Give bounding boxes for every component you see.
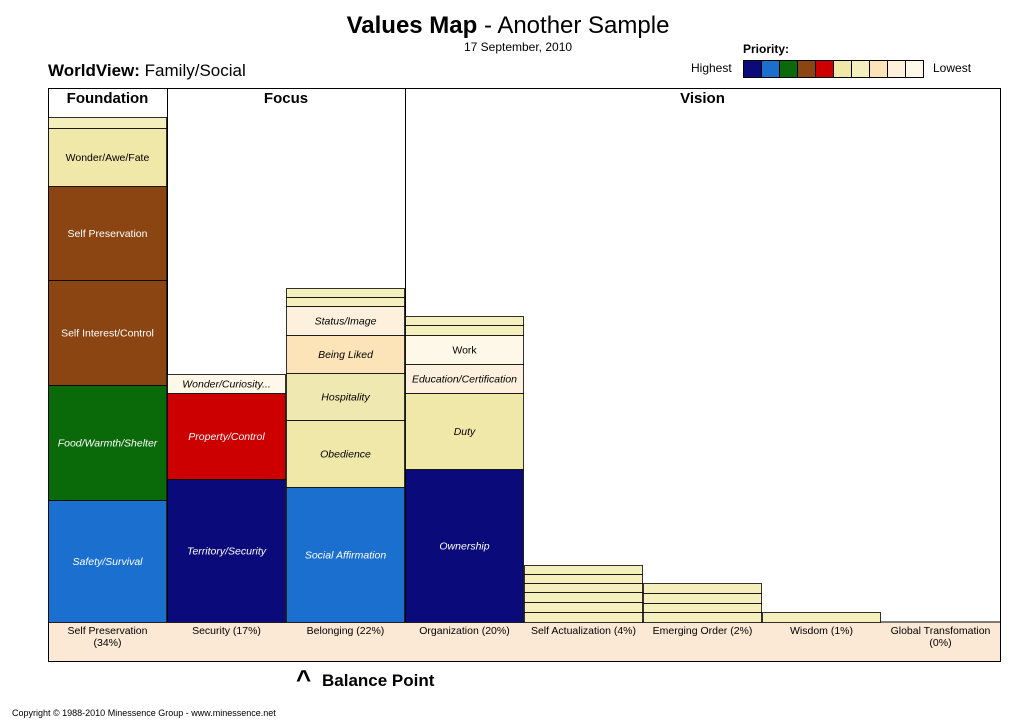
title-main: Values Map <box>346 12 478 39</box>
values-map-chart: Foundation Focus Vision Safety/Survival Food… <box>48 88 1001 662</box>
bar-segment <box>286 297 405 307</box>
bar-segment <box>286 373 405 421</box>
category-label: Wisdom (1%) <box>790 625 853 637</box>
copyright: Copyright © 1988-2010 Minessence Group -… <box>12 708 276 718</box>
category-percentage: (0%) <box>929 637 951 649</box>
bar-segment <box>405 335 524 365</box>
category-label: Emerging Order (2%) <box>653 625 753 637</box>
priority-swatch-3 <box>779 60 798 78</box>
priority-swatch-8 <box>869 60 888 78</box>
bar-segment <box>643 603 762 613</box>
bar-segment <box>286 420 405 488</box>
category-label: Global Transfomation <box>891 625 991 637</box>
section-header-vision: Vision <box>680 90 725 107</box>
bar-segment-label: Being Liked <box>318 349 374 361</box>
bar-segment-label: Work <box>452 345 477 357</box>
bar-segment <box>167 479 286 623</box>
bar-segment <box>643 583 762 594</box>
bar-segment-label: Property/Control <box>188 431 265 443</box>
bar-segment-label: Hospitality <box>321 392 370 404</box>
bar-segment-label: Self Preservation <box>68 228 148 240</box>
category-strip <box>48 621 1001 662</box>
balance-point-label: Balance Point <box>322 671 435 690</box>
priority-swatch-4 <box>797 60 816 78</box>
bar-segment <box>524 602 643 613</box>
bar-segment-label: Duty <box>454 426 476 438</box>
bar-segment <box>167 393 286 480</box>
bar-segment <box>405 364 524 394</box>
section-header-foundation: Foundation <box>67 90 149 107</box>
category-label: Self Preservation <box>68 625 148 637</box>
bar-segment-label: Territory/Security <box>187 546 267 558</box>
bar-segment-label: Ownership <box>439 541 489 553</box>
bar-segment <box>48 280 167 386</box>
priority-swatch-6 <box>833 60 852 78</box>
priority-swatch-10 <box>905 60 924 78</box>
worldview: WorldView: Family/Social <box>48 61 246 81</box>
bar-segment <box>286 487 405 623</box>
report-date: 17 September, 2010 <box>463 40 573 54</box>
bar-segment <box>643 612 762 623</box>
bar-segment <box>405 325 524 336</box>
bar-segment-label: Safety/Survival <box>72 556 143 568</box>
bar-segment <box>167 374 286 394</box>
bar-segment <box>48 186 167 281</box>
category-label: Belonging (22%) <box>307 625 385 637</box>
bar-segment-label: Education/Certification <box>412 374 517 386</box>
bar-segment-label: Status/Image <box>315 316 377 328</box>
bar-segment <box>48 117 167 129</box>
bar-segment <box>405 393 524 470</box>
title-subtitle: - Another Sample <box>477 12 670 39</box>
bar-segment-label: Self Interest/Control <box>61 328 154 340</box>
bar-segment <box>405 316 524 326</box>
priority-swatch-1 <box>743 60 762 78</box>
bar-segment <box>286 288 405 298</box>
balance-point-caret: ^ <box>296 664 312 694</box>
priority-legend-label: Priority: <box>743 42 790 56</box>
priority-highest-label: Highest <box>691 61 732 75</box>
section-header-focus: Focus <box>264 90 308 107</box>
bar-segment <box>48 385 167 501</box>
priority-legend <box>743 60 924 78</box>
bar-segment <box>643 593 762 604</box>
priority-swatch-2 <box>761 60 780 78</box>
priority-swatch-5 <box>815 60 834 78</box>
bar-segment <box>524 612 643 623</box>
bar-segment <box>405 469 524 623</box>
priority-swatch-9 <box>887 60 906 78</box>
category-percentage: (34%) <box>93 637 121 649</box>
bar-segment <box>524 592 643 603</box>
bar-segment-label: Wonder/Curiosity... <box>182 379 271 391</box>
bar-segment <box>524 583 643 593</box>
bar-segment-label: Food/Warmth/Shelter <box>58 438 158 450</box>
category-label: Security (17%) <box>192 625 261 637</box>
bar-segment <box>286 306 405 336</box>
worldview-label: WorldView: <box>48 61 140 80</box>
category-label: Organization (20%) <box>419 625 509 637</box>
worldview-value: Family/Social <box>139 61 246 80</box>
chart-title: Values Map - Another Sample <box>0 12 1016 40</box>
bar-segment <box>762 612 881 623</box>
bar-segment <box>524 565 643 575</box>
priority-swatch-7 <box>851 60 870 78</box>
bar-segment-label: Social Affirmation <box>305 550 386 562</box>
bar-segment-label: Wonder/Awe/Fate <box>66 152 150 164</box>
bar-segment <box>48 128 167 187</box>
category-label: Self Actualization (4%) <box>531 625 636 637</box>
bar-segment <box>48 500 167 623</box>
bar-segment <box>286 335 405 374</box>
bar-segment-label: Obedience <box>320 449 371 461</box>
priority-lowest-label: Lowest <box>933 61 972 75</box>
bar-segment <box>524 574 643 584</box>
